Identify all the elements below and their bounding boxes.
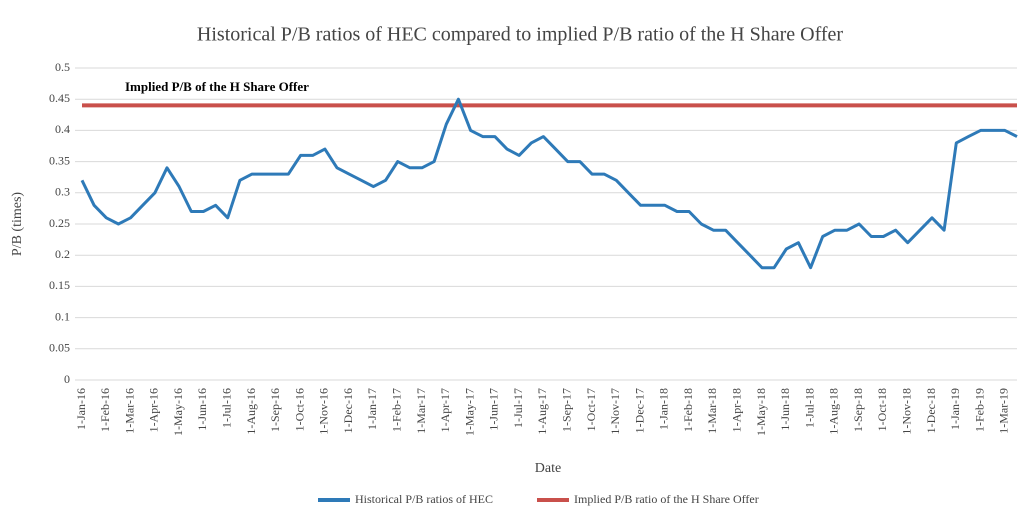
x-tick-label: 1-Feb-16	[98, 388, 112, 432]
chart-title: Historical P/B ratios of HEC compared to…	[197, 24, 844, 46]
x-tick-label: 1-Sep-17	[559, 388, 573, 432]
x-axis-label: Date	[535, 461, 561, 476]
x-tick-label: 1-Aug-17	[535, 388, 549, 435]
y-tick-label: 0.4	[55, 122, 70, 136]
y-tick-label: 0.1	[55, 309, 70, 323]
x-tick-label: 1-Nov-18	[899, 388, 913, 435]
x-tick-label: 1-Jan-19	[948, 388, 962, 430]
x-tick-label: 1-Jun-18	[778, 388, 792, 431]
x-tick-label: 1-Feb-17	[389, 388, 403, 432]
y-axis-label: P/B (times)	[10, 192, 25, 257]
x-tick-label: 1-Jan-17	[365, 388, 379, 430]
x-tick-label: 1-Feb-18	[681, 388, 695, 432]
x-tick-label: 1-Jun-17	[487, 388, 501, 431]
x-tick-label: 1-Oct-18	[875, 388, 889, 431]
x-tick-label: 1-Mar-19	[997, 388, 1011, 434]
x-tick-label: 1-Apr-18	[729, 388, 743, 432]
x-tick-label: 1-Jan-18	[657, 388, 671, 430]
x-tick-label: 1-Nov-16	[317, 388, 331, 435]
x-tick-label: 1-Sep-16	[268, 388, 282, 432]
x-tick-label: 1-Nov-17	[608, 388, 622, 435]
x-tick-label: 1-Oct-16	[292, 388, 306, 431]
y-tick-label: 0.15	[49, 278, 70, 292]
x-tick-label: 1-May-17	[462, 388, 476, 436]
x-tick-label: 1-May-18	[754, 388, 768, 436]
series-line	[80, 97, 1018, 270]
y-tick-label: 0.25	[49, 216, 70, 230]
x-tick-label: 1-Dec-17	[632, 388, 646, 433]
x-tick-label: 1-Mar-17	[414, 388, 428, 434]
y-tick-label: 0	[64, 372, 70, 386]
x-tick-label: 1-Sep-18	[851, 388, 865, 432]
y-tick-label: 0.5	[55, 60, 70, 74]
y-tick-label: 0.05	[49, 341, 70, 355]
x-tick-label: 1-Oct-17	[584, 388, 598, 431]
x-tick-label: 1-Feb-19	[972, 388, 986, 432]
x-tick-label: 1-Apr-16	[147, 388, 161, 432]
legend-label: Historical P/B ratios of HEC	[355, 492, 493, 506]
x-tick-label: 1-Jul-18	[802, 388, 816, 428]
x-tick-label: 1-Apr-17	[438, 388, 452, 432]
x-tick-label: 1-Jul-16	[219, 388, 233, 428]
y-tick-label: 0.2	[55, 247, 70, 261]
x-tick-label: 1-Jul-17	[511, 388, 525, 428]
x-tick-label: 1-Dec-16	[341, 388, 355, 433]
y-tick-label: 0.35	[49, 153, 70, 167]
annotation: Implied P/B of the H Share Offer	[125, 79, 309, 94]
x-tick-label: 1-May-16	[171, 388, 185, 436]
x-tick-label: 1-Mar-16	[122, 388, 136, 434]
legend-label: Implied P/B ratio of the H Share Offer	[574, 492, 759, 506]
x-tick-label: 1-Jan-16	[74, 388, 88, 430]
y-tick-label: 0.3	[55, 185, 70, 199]
x-tick-label: 1-Aug-16	[244, 388, 258, 435]
x-tick-label: 1-Aug-18	[827, 388, 841, 435]
x-tick-label: 1-Mar-18	[705, 388, 719, 434]
x-tick-label: 1-Jun-16	[195, 388, 209, 431]
y-tick-label: 0.45	[49, 91, 70, 105]
x-tick-label: 1-Dec-18	[924, 388, 938, 433]
